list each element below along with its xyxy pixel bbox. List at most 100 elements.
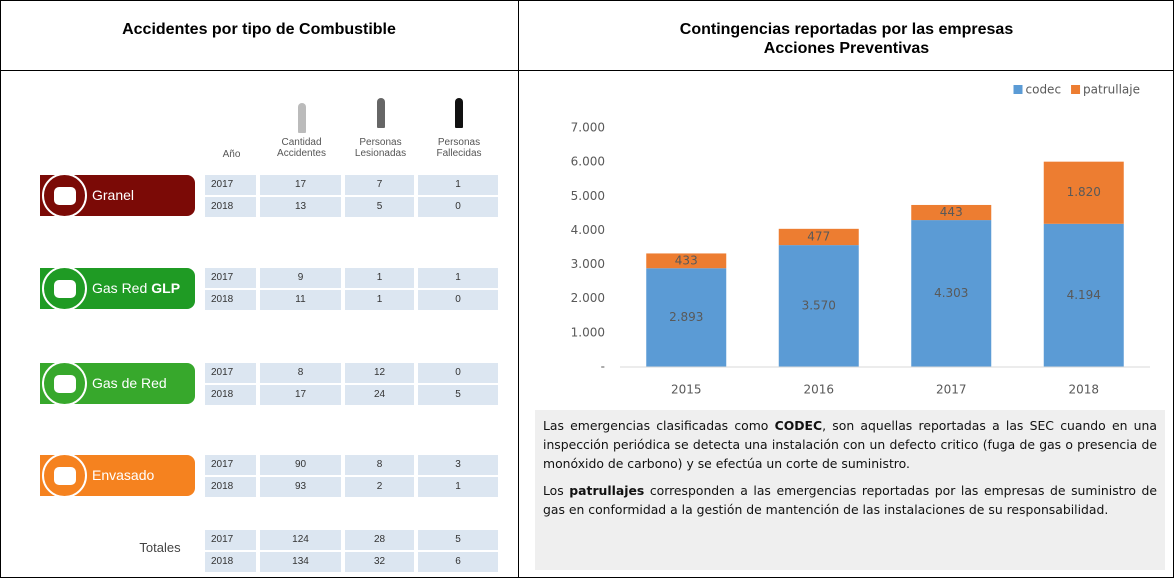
table-cell: 2017 — [205, 268, 256, 288]
table-cell: 1 — [345, 268, 414, 288]
table-cell: 5 — [418, 530, 498, 550]
column-header: Personas Lesionadas — [354, 137, 407, 159]
value-label: 477 — [807, 229, 830, 243]
text-run: Los — [543, 483, 570, 498]
table-cell: 2017 — [205, 363, 256, 383]
column-header: Personas Fallecidas — [436, 137, 482, 159]
table-cell: 11 — [260, 290, 341, 310]
text-run: , son aquellas reportadas a las SEC cuan… — [543, 418, 1157, 471]
table-cell: 2018 — [205, 290, 256, 310]
y-tick-label: 7.000 — [571, 121, 605, 135]
table-cell: 2017 — [205, 455, 256, 475]
table-cell: 5 — [345, 197, 414, 217]
text-run: corresponden a las emergencias reportada… — [543, 483, 1157, 517]
value-label: 1.820 — [1067, 185, 1101, 199]
table-cell: 0 — [418, 197, 498, 217]
paragraph: Los patrullajes corresponden a las emerg… — [543, 481, 1157, 519]
x-tick-label: 2018 — [1068, 383, 1099, 397]
title-line: Contingencias reportadas por las empresa… — [679, 21, 1014, 38]
fuel-glyph — [54, 467, 76, 485]
legend-label: codec — [1026, 83, 1062, 97]
table-cell: 17 — [260, 385, 341, 405]
fuel-icon — [42, 361, 87, 406]
table-cell: 2 — [345, 477, 414, 497]
y-tick-label: 5.000 — [571, 189, 605, 203]
fuel-glyph — [54, 187, 76, 205]
table-cell: 1 — [418, 175, 498, 195]
label-part: Gas Red — [92, 280, 148, 296]
x-tick-label: 2017 — [936, 383, 967, 397]
bar-segment — [778, 228, 859, 246]
legend-swatch — [1071, 85, 1081, 94]
table-cell: 24 — [345, 385, 414, 405]
table-cell: 5 — [418, 385, 498, 405]
legend-swatch — [1013, 85, 1023, 94]
table-cell: 17 — [260, 175, 341, 195]
table-cell: 8 — [345, 455, 414, 475]
bar-segment — [911, 220, 992, 367]
totals-label: Totales — [139, 540, 181, 555]
table-cell: 13 — [260, 197, 341, 217]
column-header: Cantidad Accidentes — [277, 137, 326, 159]
label-part: Gas de Red — [92, 375, 167, 391]
title-line: Acciones Preventivas — [763, 40, 930, 57]
table-cell: 2018 — [205, 385, 256, 405]
table-cell: 93 — [260, 477, 341, 497]
right-title: Contingencias reportadas por las empresa… — [519, 20, 1174, 58]
y-tick-label: 2.000 — [571, 291, 605, 305]
legend-label: patrullaje — [1083, 83, 1140, 97]
column-icon — [297, 103, 306, 133]
divider — [0, 70, 1174, 71]
text-run: patrullajes — [569, 483, 645, 498]
y-tick-label: 3.000 — [571, 257, 605, 271]
y-tick-label: 4.000 — [571, 223, 605, 237]
x-tick-label: 2015 — [671, 383, 702, 397]
table-cell: 6 — [418, 552, 498, 572]
value-label: 3.570 — [802, 299, 836, 313]
text-run: Las emergencias clasificadas como — [543, 418, 775, 433]
paragraph: Las emergencias clasificadas como CODEC,… — [543, 416, 1157, 473]
label-part: GLP — [151, 280, 181, 296]
table-cell: 2017 — [205, 175, 256, 195]
table-cell: 28 — [345, 530, 414, 550]
table-cell: 8 — [260, 363, 341, 383]
value-label: 4.303 — [934, 286, 968, 300]
bar-segment — [1043, 223, 1124, 367]
column-icon — [455, 98, 463, 128]
table-cell: 2018 — [205, 552, 256, 572]
table-cell: 32 — [345, 552, 414, 572]
table-cell: 2018 — [205, 197, 256, 217]
x-tick-label: 2016 — [803, 383, 834, 397]
text-run: CODEC — [774, 418, 823, 433]
bar-segment — [1043, 161, 1124, 224]
column-header: Año — [222, 149, 241, 160]
table-cell: 2018 — [205, 477, 256, 497]
table-cell: 2017 — [205, 530, 256, 550]
bar-segment — [778, 245, 859, 367]
table-cell: 7 — [345, 175, 414, 195]
bar-segment — [911, 204, 992, 221]
label-part: Envasado — [92, 467, 155, 483]
y-tick-label: 6.000 — [571, 155, 605, 169]
table-cell: 9 — [260, 268, 341, 288]
value-label: 4.194 — [1067, 288, 1101, 302]
table-cell: 90 — [260, 455, 341, 475]
value-label: 433 — [675, 253, 698, 267]
bar-segment — [646, 268, 727, 367]
value-label: 443 — [940, 205, 963, 219]
table-cell: 1 — [418, 477, 498, 497]
fuel-glyph — [54, 375, 76, 393]
label-part: Granel — [92, 187, 135, 203]
table-cell: 1 — [345, 290, 414, 310]
table-cell: 0 — [418, 363, 498, 383]
bar-segment — [646, 253, 727, 269]
y-tick-label: - — [601, 360, 605, 374]
table-cell: 1 — [418, 268, 498, 288]
y-tick-label: 1.000 — [571, 325, 605, 339]
left-title: Accidentes por tipo de Combustible — [122, 21, 396, 38]
fuel-glyph — [54, 280, 76, 298]
table-cell: 124 — [260, 530, 341, 550]
table-cell: 3 — [418, 455, 498, 475]
